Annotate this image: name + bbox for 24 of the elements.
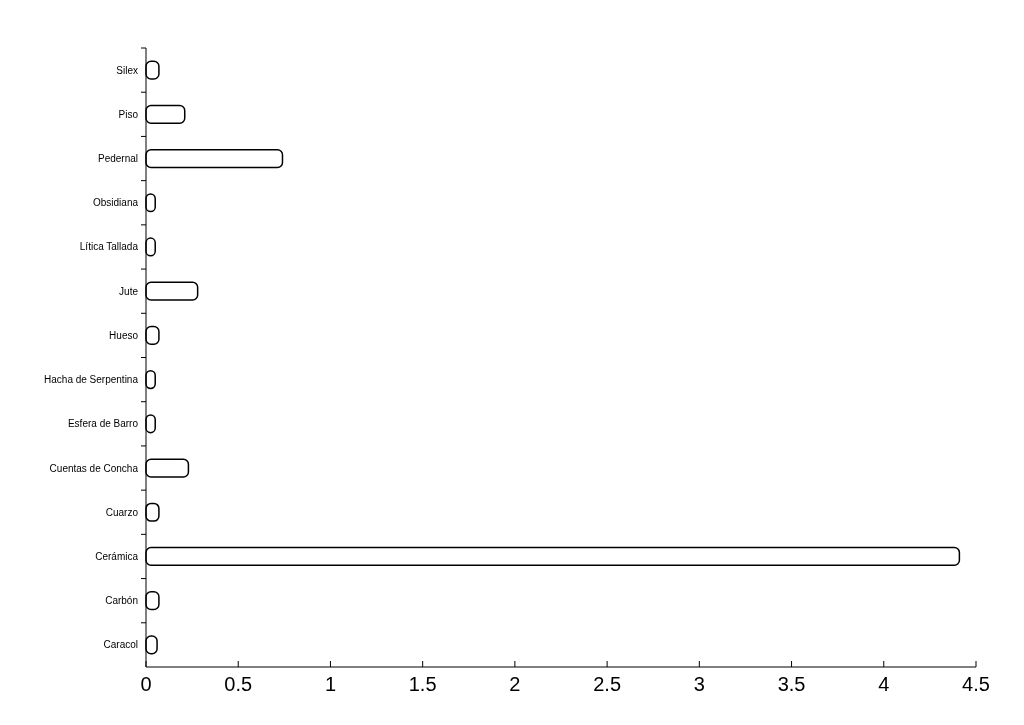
y-tick-label: Caracol bbox=[103, 639, 138, 651]
y-tick-label: Piso bbox=[118, 108, 139, 120]
y-tick-label: Cerámica bbox=[95, 550, 139, 562]
x-tick-label: 1.5 bbox=[408, 673, 437, 695]
x-tick-label: 4 bbox=[878, 673, 890, 695]
y-tick-label: Pedernal bbox=[97, 153, 138, 165]
y-tick-label: Obsidiana bbox=[92, 197, 139, 209]
y-tick-label: Esfera de Barro bbox=[67, 418, 139, 430]
x-tick-label: 3.5 bbox=[777, 673, 806, 695]
x-tick-label: 0.5 bbox=[224, 673, 253, 695]
y-tick-label: Cuarzo bbox=[105, 506, 139, 518]
y-tick-label: Hacha de Serpentina bbox=[44, 374, 139, 386]
y-tick-label: Hueso bbox=[109, 329, 139, 341]
x-tick-label: 0 bbox=[140, 673, 152, 695]
x-tick-label: 3 bbox=[693, 673, 705, 695]
y-tick-label: Jute bbox=[119, 285, 139, 297]
y-tick-label: Cuentas de Concha bbox=[49, 462, 139, 474]
y-tick-label: Carbón bbox=[105, 595, 138, 607]
x-tick-label: 4.5 bbox=[962, 673, 990, 695]
x-tick-label: 2 bbox=[509, 673, 521, 695]
y-tick-label: Lítica Tallada bbox=[79, 241, 139, 253]
y-tick-label: Silex bbox=[116, 64, 138, 76]
x-tick-label: 2.5 bbox=[593, 673, 622, 695]
x-tick-label: 1 bbox=[324, 673, 337, 695]
